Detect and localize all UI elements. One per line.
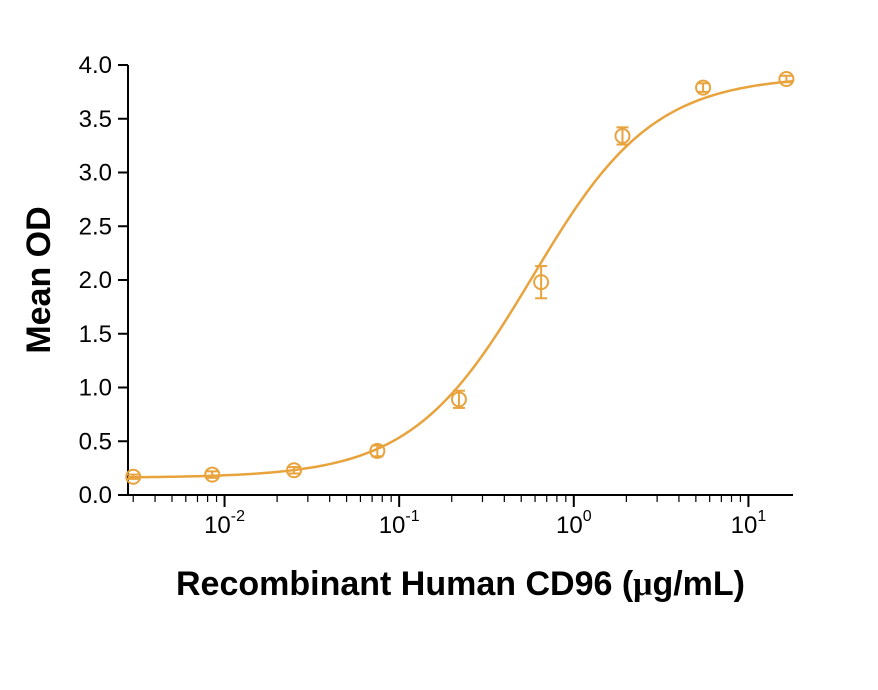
y-tick-label: 0.5 xyxy=(79,428,112,455)
fit-curve xyxy=(128,81,793,477)
y-tick-label: 0.0 xyxy=(79,482,112,509)
x-tick-label: 100 xyxy=(556,508,592,539)
y-tick-label: 2.0 xyxy=(79,267,112,294)
y-tick-label: 1.0 xyxy=(79,375,112,402)
x-tick-label: 10-2 xyxy=(204,508,245,539)
x-tick-label: 101 xyxy=(731,508,767,539)
y-tick-label: 1.5 xyxy=(79,321,112,348)
y-tick-label: 2.5 xyxy=(79,213,112,240)
y-tick-label: 4.0 xyxy=(79,52,112,79)
y-axis-title: Mean OD xyxy=(20,206,58,353)
y-tick-label: 3.5 xyxy=(79,106,112,133)
chart-svg: 0.0 0.5 1.0 1.5 2.0 2.5 3.0 3.5 4.0 10-2 10-1 100 10… xyxy=(0,0,878,690)
y-tick-label: 3.0 xyxy=(79,160,112,187)
x-tick-label: 10-1 xyxy=(379,508,420,539)
dose-response-chart: 0.0 0.5 1.0 1.5 2.0 2.5 3.0 3.5 4.0 10-2 10-1 100 10… xyxy=(0,0,878,690)
x-axis-title: Recombinant Human CD96 (μg/mL) xyxy=(176,565,745,603)
